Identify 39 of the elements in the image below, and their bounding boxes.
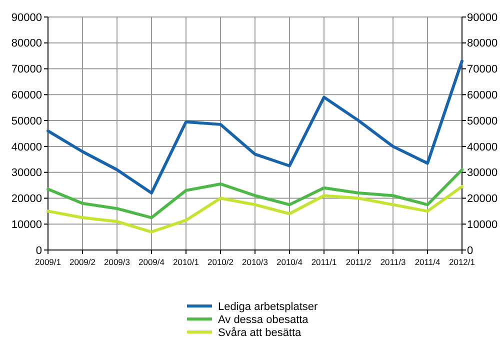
x-tick-label: 2011/3	[380, 257, 406, 267]
y2-tick-label: 60000	[467, 90, 498, 102]
y-tick-label: 80000	[11, 38, 42, 50]
legend-label: Av dessa obesatta	[218, 314, 310, 326]
y-tick-label: 70000	[11, 64, 42, 76]
x-tick-label: 2011/1	[311, 257, 337, 267]
x-tick-label: 2011/4	[414, 257, 440, 267]
x-tick-label: 2009/2	[70, 257, 96, 267]
y-tick-label: 30000	[11, 167, 42, 180]
legend-label: Lediga arbetsplatser	[218, 300, 318, 313]
line-series	[46, 185, 464, 234]
y2-tick-label: 50000	[467, 115, 498, 128]
x-tick-label: 2010/1	[173, 257, 200, 267]
y2-tick-label: 0	[467, 244, 474, 257]
y2-tick-label: 10000	[467, 218, 498, 231]
y2-tick-label: 80000	[467, 38, 498, 50]
y2-tick-label: 20000	[467, 193, 498, 206]
line-series	[46, 168, 464, 220]
x-tick-label: 2011/2	[346, 257, 372, 267]
y2-tick-label: 40000	[467, 141, 498, 154]
y-tick-label: 0	[36, 244, 42, 257]
y-tick-label: 50000	[11, 115, 42, 128]
x-tick-label: 2009/1	[35, 257, 62, 267]
x-tick-label: 2012/1	[449, 257, 476, 267]
x-tick-label: 2009/4	[138, 257, 165, 267]
y-tick-label: 60000	[11, 90, 42, 102]
y-tick-label: 10000	[11, 218, 42, 231]
y-tick-label: 90000	[11, 12, 42, 24]
y-tick-label: 20000	[11, 193, 42, 206]
x-tick-label: 2009/3	[104, 257, 130, 267]
y2-tick-label: 90000	[467, 12, 498, 24]
y2-tick-label: 70000	[467, 64, 498, 76]
legend-label: Svåra att besätta	[218, 326, 302, 339]
y-tick-label: 40000	[11, 141, 42, 154]
y2-tick-label: 30000	[467, 167, 498, 180]
line-series	[46, 60, 464, 195]
x-tick-label: 2010/3	[242, 257, 268, 267]
x-tick-label: 2010/2	[208, 257, 234, 267]
x-tick-label: 2010/4	[276, 257, 303, 267]
